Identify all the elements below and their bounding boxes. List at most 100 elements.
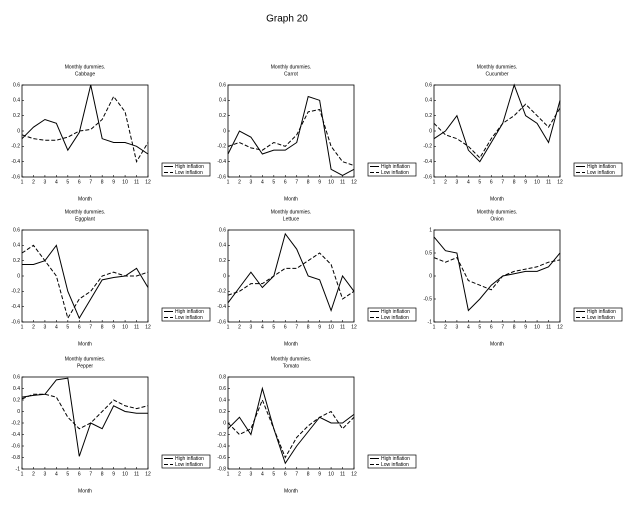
x-tick-label: 2 [32, 471, 35, 477]
y-tick-label: 0.6 [13, 374, 20, 380]
legend-label: High inflation [587, 164, 616, 170]
x-tick-label: 4 [55, 179, 58, 185]
page-title: Graph 20 [266, 14, 308, 25]
x-tick-label: 12 [351, 324, 357, 330]
y-tick-label: 0.4 [219, 243, 226, 249]
x-tick-label: 6 [284, 324, 287, 330]
panel-title: Monthly dummies. [65, 209, 106, 215]
y-tick-label: -0.6 [11, 174, 20, 180]
x-tick-label: 2 [238, 324, 241, 330]
x-tick-label: 11 [134, 324, 139, 330]
y-tick-label: -0.2 [11, 420, 20, 426]
y-tick-label: 0.4 [13, 243, 20, 249]
y-tick-label: 0.4 [219, 397, 226, 403]
x-tick-label: 5 [478, 324, 481, 330]
panel-title: Monthly dummies. [271, 64, 312, 70]
x-axis-label: Month [78, 341, 92, 347]
x-tick-label: 6 [78, 324, 81, 330]
x-tick-label: 11 [340, 471, 345, 477]
y-tick-label: 0.5 [425, 250, 432, 256]
legend-label: Low inflation [381, 315, 409, 321]
x-tick-label: 3 [44, 324, 47, 330]
x-tick-label: 4 [261, 179, 264, 185]
x-tick-label: 1 [21, 471, 24, 477]
panel-title: Monthly dummies. [477, 64, 518, 70]
panel-title: Monthly dummies. [477, 209, 518, 215]
x-tick-label: 6 [490, 324, 493, 330]
x-tick-label: 7 [89, 471, 92, 477]
x-tick-label: 7 [295, 179, 298, 185]
legend-label: High inflation [381, 456, 410, 462]
x-tick-label: 1 [227, 179, 230, 185]
y-tick-label: -0.4 [11, 432, 20, 438]
legend-label: High inflation [381, 164, 410, 170]
x-tick-label: 5 [272, 471, 275, 477]
x-tick-label: 12 [557, 179, 563, 185]
x-tick-label: 4 [55, 324, 58, 330]
x-tick-label: 10 [328, 471, 334, 477]
x-tick-label: 7 [295, 324, 298, 330]
x-tick-label: 4 [467, 179, 470, 185]
y-tick-label: -0.4 [11, 159, 20, 165]
panel-subtitle: Onion [490, 216, 504, 222]
x-tick-label: 10 [534, 179, 540, 185]
y-tick-label: -0.2 [217, 432, 226, 438]
x-tick-label: 2 [32, 324, 35, 330]
x-tick-label: 3 [250, 324, 253, 330]
x-tick-label: 5 [478, 179, 481, 185]
x-tick-label: 3 [250, 471, 253, 477]
x-tick-label: 3 [44, 179, 47, 185]
series-line [227, 108, 355, 166]
panel-subtitle: Cucumber [485, 71, 508, 77]
y-tick-label: 1 [429, 227, 432, 233]
y-tick-label: 0.4 [13, 98, 20, 104]
y-tick-label: -0.6 [217, 319, 226, 325]
legend-box [161, 162, 211, 177]
legend-label: High inflation [587, 309, 616, 315]
y-tick-label: 0.2 [13, 258, 20, 264]
y-tick-label: -0.2 [217, 289, 226, 295]
x-tick-label: 8 [307, 471, 310, 477]
x-tick-label: 4 [467, 324, 470, 330]
y-tick-label: -0.4 [11, 304, 20, 310]
x-tick-label: 9 [112, 324, 115, 330]
y-tick-label: 0 [223, 128, 226, 134]
panel-subtitle: Lettuce [283, 216, 300, 222]
x-tick-label: 10 [122, 324, 128, 330]
x-tick-label: 1 [21, 324, 24, 330]
panel-subtitle: Carrot [284, 71, 299, 77]
x-tick-label: 9 [524, 179, 527, 185]
x-tick-label: 4 [261, 324, 264, 330]
x-axis-label: Month [490, 196, 504, 202]
x-tick-label: 1 [433, 324, 436, 330]
y-tick-label: 0.4 [219, 98, 226, 104]
x-axis-label: Month [284, 488, 298, 494]
x-tick-label: 10 [122, 471, 128, 477]
x-tick-label: 2 [238, 179, 241, 185]
legend-label: Low inflation [175, 462, 203, 468]
x-tick-label: 2 [238, 471, 241, 477]
y-tick-label: 0.2 [219, 113, 226, 119]
plot-frame [21, 376, 149, 470]
x-tick-label: 12 [351, 179, 357, 185]
y-tick-label: 0.4 [13, 386, 20, 392]
x-tick-label: 8 [307, 324, 310, 330]
y-tick-label: -0.2 [217, 144, 226, 150]
y-tick-label: -0.4 [217, 304, 226, 310]
y-tick-label: 0.2 [13, 397, 20, 403]
series-line [227, 252, 355, 300]
x-tick-label: 6 [284, 179, 287, 185]
x-tick-label: 11 [340, 324, 345, 330]
panel-title: Monthly dummies. [271, 356, 312, 362]
x-tick-label: 7 [89, 179, 92, 185]
y-tick-label: -0.6 [423, 174, 432, 180]
x-tick-label: 1 [227, 471, 230, 477]
x-tick-label: 1 [21, 179, 24, 185]
y-tick-label: 0.8 [219, 374, 226, 380]
x-tick-label: 6 [78, 179, 81, 185]
y-tick-label: 0.2 [13, 113, 20, 119]
y-tick-label: -0.2 [423, 144, 432, 150]
x-tick-label: 1 [227, 324, 230, 330]
x-tick-label: 10 [328, 179, 334, 185]
